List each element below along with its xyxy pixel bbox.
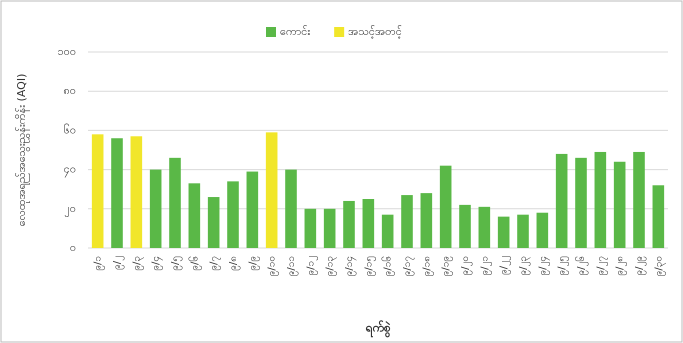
bar	[536, 212, 549, 248]
x-tick-label: ၉/၂၅	[557, 256, 570, 276]
y-tick-label: ၈၀	[64, 84, 76, 97]
bar	[207, 197, 220, 248]
x-tick-label: ၉/၃၀	[653, 256, 666, 276]
bar	[478, 206, 491, 248]
x-tick-label: ၉/၂၇	[595, 256, 608, 276]
x-tick-label: ၉/၂၄	[537, 256, 550, 276]
x-tick-label: ၉/၅	[170, 256, 183, 271]
y-tick-label: ၂၀	[64, 202, 76, 217]
bar	[188, 183, 201, 248]
bar	[497, 216, 510, 248]
bar	[265, 132, 278, 248]
y-tick-label: ၄၀	[64, 163, 76, 178]
bar	[652, 185, 665, 248]
bar	[439, 165, 452, 248]
x-tick-label: ၉/၂၉	[634, 256, 647, 276]
x-tick-label: ၉/၉	[247, 256, 260, 271]
x-tick-label: ၉/၁၄	[344, 256, 357, 276]
bar	[459, 204, 471, 248]
bar	[227, 181, 239, 248]
x-tick-label: ၉/၁၆	[381, 256, 396, 277]
bar	[246, 171, 259, 248]
x-tick-label: ၉/၂၀	[460, 256, 473, 276]
x-tick-label: ၉/၂	[112, 256, 125, 270]
legend-swatch	[266, 27, 276, 37]
bar	[111, 138, 123, 248]
x-axis-label: ရက်စွဲ	[364, 319, 391, 339]
bar	[149, 169, 162, 248]
bar	[613, 161, 626, 248]
bar	[575, 157, 587, 248]
x-tick-label: ၉/၄	[151, 256, 164, 271]
legend-swatch	[334, 27, 345, 37]
bar	[285, 169, 297, 248]
legend-label: ကောင်း	[280, 25, 310, 38]
bar	[381, 214, 394, 248]
x-tick-label: ၉/၁၁	[286, 256, 299, 276]
bar	[343, 200, 355, 248]
x-tick-label: ၉/၁၉	[441, 256, 454, 276]
x-tick-label: ၉/၂၈	[615, 256, 628, 276]
bar	[633, 151, 645, 248]
y-tick-label: ၀	[70, 241, 76, 254]
legend-label: အသင့်အတင့်	[348, 25, 402, 39]
bar	[362, 199, 375, 248]
x-tick-label: ၉/၁၀	[267, 256, 280, 276]
x-tick-label: ၉/၂၁	[479, 256, 492, 276]
bar	[420, 193, 433, 248]
y-tick-label: ၁၀၀	[57, 45, 76, 58]
x-tick-label: ၉/၂၂	[499, 256, 512, 275]
y-axis-label: လေထုအရည်အသွေးညွှန်းကိန်း (AQI)	[15, 74, 30, 227]
bar	[555, 153, 568, 248]
x-tick-label: ၉/၁	[93, 256, 106, 271]
bar	[594, 151, 607, 248]
x-tick-label: ၉/၂၃	[518, 256, 531, 276]
y-tick-label: ၆၀	[64, 123, 76, 136]
x-tick-label: ၉/၂၆	[574, 256, 589, 276]
x-tick-label: ၉/၁၈	[421, 256, 434, 276]
x-tick-label: ၉/၁၃	[325, 256, 338, 276]
bar	[517, 214, 529, 248]
x-tick-label: ၉/၇	[209, 256, 222, 271]
x-tick-label: ၉/၁၂	[305, 256, 318, 276]
x-tick-label: ၉/၁၅	[363, 256, 376, 276]
bar	[323, 208, 336, 248]
x-tick-label: ၉/၁၇	[402, 256, 415, 276]
bar	[401, 195, 413, 248]
bar	[91, 134, 104, 248]
x-tick-label: ၉/၃	[131, 256, 144, 271]
bar	[304, 208, 317, 248]
bar	[169, 157, 181, 248]
x-tick-label: ၉/၈	[228, 256, 241, 271]
x-tick-label: ၉/၆	[187, 256, 202, 271]
bar	[130, 136, 143, 248]
